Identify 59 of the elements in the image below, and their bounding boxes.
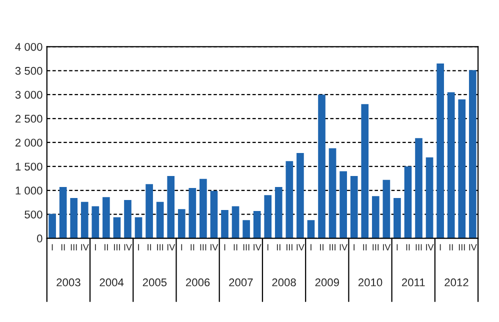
x-tick-label: II <box>363 244 367 250</box>
x-tick-label: I <box>396 244 398 250</box>
x-tick-label: IV <box>254 244 262 250</box>
x-tick-label: II <box>276 244 280 250</box>
y-tick-label: 4 000 <box>15 42 42 51</box>
y-tick-label: 2 500 <box>15 114 42 123</box>
x-tick-label: IV <box>296 244 304 250</box>
x-tick-label: III <box>458 244 465 250</box>
x-tick-label: III <box>372 244 379 250</box>
x-tick-label: III <box>200 244 206 250</box>
x-tick-label: II <box>148 244 151 250</box>
x-tick-label: IV <box>382 244 391 250</box>
x-tick-label: IV <box>340 244 348 250</box>
x-tick-label: III <box>114 244 120 250</box>
text: 2008 <box>272 278 296 286</box>
text: 2004 <box>100 278 124 286</box>
x-tick-label: I <box>440 244 441 250</box>
y-tick-label: 1 500 <box>16 162 42 171</box>
x-tick-label: III <box>70 244 77 250</box>
x-tick-label: I <box>138 244 139 250</box>
x-tick-label: IV <box>426 244 434 250</box>
y-tick-label: 1 000 <box>16 186 42 195</box>
x-tick-label: I <box>224 244 226 250</box>
x-tick-label: II <box>61 244 65 250</box>
x-tick-label: II <box>320 244 324 250</box>
x-tick-label: I <box>354 244 355 250</box>
text: 2003 <box>56 278 80 286</box>
x-tick-label: IV <box>167 244 176 250</box>
text: 2010 <box>358 278 382 286</box>
x-tick-label: I <box>310 244 312 250</box>
text: 2005 <box>142 278 167 286</box>
y-tick-label: 500 <box>24 210 42 218</box>
text: 2006 <box>186 278 210 286</box>
x-tick-label: I <box>94 244 96 250</box>
text: 2009 <box>315 278 339 286</box>
x-tick-label: III <box>416 244 422 250</box>
x-tick-label: I <box>52 244 53 250</box>
x-tick-label: I <box>181 244 182 250</box>
y-tick-label: 3 000 <box>15 90 42 99</box>
x-tick-label: III <box>157 244 164 250</box>
x-tick-label: II <box>449 244 453 250</box>
x-tick-label: IV <box>210 244 218 250</box>
x-tick-label: IV <box>469 244 477 250</box>
x-tick-label: IV <box>81 244 89 250</box>
x-tick-label: III <box>286 244 292 250</box>
x-tick-label: II <box>406 244 410 250</box>
y-tick-label: 2 000 <box>15 138 42 147</box>
x-tick-label: II <box>234 244 238 250</box>
x-tick-label: III <box>330 244 336 250</box>
x-tick-label: I <box>267 244 268 250</box>
x-tick-label: II <box>104 244 108 250</box>
x-tick-label: IV <box>124 244 132 250</box>
text: 2012 <box>444 278 468 286</box>
y-tick-label: 3 500 <box>15 66 42 75</box>
x-tick-label: II <box>190 244 194 250</box>
x-tick-label: III <box>243 244 250 250</box>
text: 2007 <box>229 278 253 286</box>
y-tick-label: 0 <box>36 234 42 242</box>
text: 2011 <box>402 278 425 286</box>
